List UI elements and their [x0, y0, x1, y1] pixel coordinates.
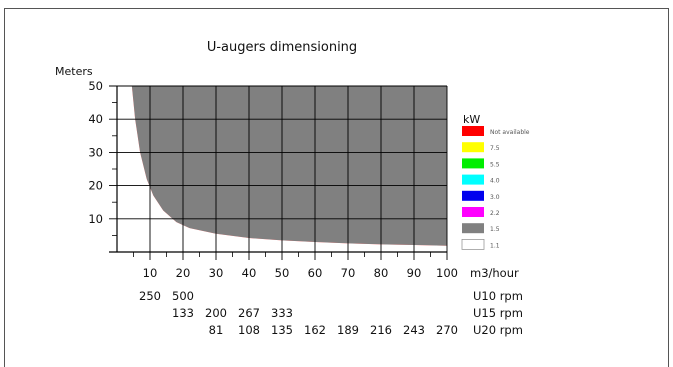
legend-swatch — [462, 207, 484, 217]
rpm-value: 135 — [271, 323, 293, 337]
band-1-5 — [131, 86, 447, 252]
plot-area — [117, 86, 448, 252]
grid — [109, 85, 448, 260]
rpm-value: 250 — [139, 289, 161, 303]
x-tick-label: 80 — [374, 266, 389, 280]
legend: Not available 7.5 5.5 4.0 3.0 2.2 1.5 1.1 — [461, 126, 530, 250]
legend-label: 7.5 — [490, 145, 500, 152]
rpm-value: 81 — [209, 323, 224, 337]
x-tick-label: 10 — [143, 266, 158, 280]
legend-swatch — [461, 238, 485, 250]
legend-label: 1.5 — [490, 226, 500, 233]
y-tick-label: 40 — [88, 112, 103, 126]
x-tick-label: 100 — [436, 266, 458, 280]
x-tick-label: 50 — [275, 266, 290, 280]
rpm-value: 333 — [271, 306, 293, 320]
legend-swatch — [462, 223, 484, 234]
rpm-table: 250 500 U10 rpm 133 200 267 333 U15 rpm 81 108 135… — [139, 289, 523, 337]
rpm-row-label: U15 rpm — [473, 306, 523, 320]
rpm-value: 108 — [238, 323, 260, 337]
x-tick-label: 30 — [209, 266, 224, 280]
legend-label: 3.0 — [490, 194, 500, 201]
legend-title: kW — [463, 113, 480, 126]
axis-ticks: 10 20 30 40 50 10 20 30 40 50 60 70 80 90 100 — [88, 79, 458, 280]
chart-title: U-augers dimensioning — [207, 40, 357, 55]
x-tick-label: 70 — [341, 266, 356, 280]
rpm-value: 216 — [370, 323, 392, 337]
legend-label: 2.2 — [490, 210, 500, 217]
x-tick-label: 20 — [176, 266, 191, 280]
rpm-value: 189 — [337, 323, 359, 337]
legend-label: Not available — [490, 129, 530, 136]
legend-swatch — [462, 158, 484, 169]
legend-swatch — [462, 174, 484, 185]
y-tick-label: 10 — [88, 212, 103, 226]
rpm-row-label: U10 rpm — [473, 289, 523, 303]
legend-swatch — [462, 190, 484, 201]
rpm-value: 200 — [205, 306, 227, 320]
y-tick-label: 50 — [88, 79, 103, 93]
legend-label: 4.0 — [490, 178, 500, 185]
legend-swatch — [462, 126, 484, 136]
chart-frame — [4, 8, 669, 367]
x-tick-label: 60 — [308, 266, 323, 280]
legend-label: 5.5 — [490, 161, 500, 168]
legend-swatch — [462, 142, 484, 153]
y-tick-label: 20 — [88, 179, 103, 193]
rpm-value: 133 — [172, 306, 194, 320]
x-tick-label: 40 — [242, 266, 257, 280]
rpm-value: 243 — [403, 323, 425, 337]
y-axis-label: Meters — [55, 65, 93, 78]
legend-label: 1.1 — [490, 242, 500, 249]
rpm-value: 267 — [238, 306, 260, 320]
y-tick-label: 30 — [88, 145, 103, 159]
rpm-value: 270 — [436, 323, 458, 337]
rpm-value: 162 — [304, 323, 326, 337]
rpm-row-label: U20 rpm — [473, 323, 523, 337]
rpm-value: 500 — [172, 289, 194, 303]
x-tick-label: 90 — [407, 266, 422, 280]
x-axis-label: m3/hour — [470, 266, 519, 280]
